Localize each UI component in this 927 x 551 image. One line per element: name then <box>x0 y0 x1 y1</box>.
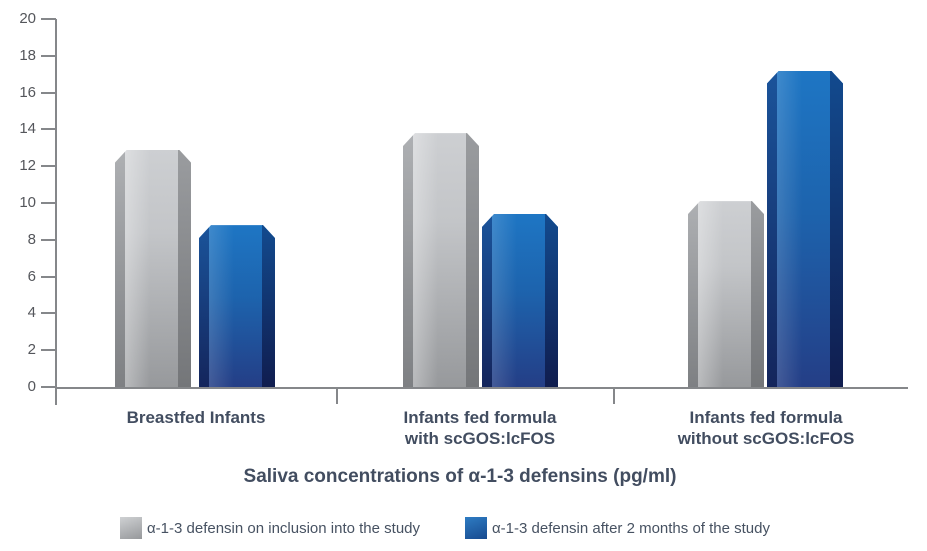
category-label-line: Infants fed formula <box>689 408 843 427</box>
x-separator-tick-2 <box>613 388 615 404</box>
category-label-line: without scGOS:lcFOS <box>677 429 855 448</box>
y-tick-4 <box>41 312 56 315</box>
y-tick-label-18: 18 <box>19 46 36 64</box>
y-tick-18 <box>41 54 56 57</box>
category-label-line: Infants fed formula <box>403 408 557 427</box>
bar-gray-group3 <box>688 201 764 387</box>
y-tick-0 <box>41 386 56 388</box>
y-tick-label-10: 10 <box>19 194 36 211</box>
y-tick-label-8: 8 <box>27 230 36 248</box>
bar-blue-group1 <box>199 225 275 387</box>
x-axis-line <box>55 387 908 389</box>
legend-label-blue: α-1-3 defensin after 2 months of the stu… <box>492 520 770 537</box>
category-label-3: Infants fed formula without scGOS:lcFOS <box>678 407 855 449</box>
bar-blue-group2 <box>482 214 558 387</box>
category-label-1: Breastfed Infants <box>127 407 266 428</box>
y-axis-line <box>55 19 57 405</box>
y-tick-20 <box>41 18 56 20</box>
y-tick-label-0: 0 <box>27 378 36 395</box>
y-tick-8 <box>41 238 56 241</box>
y-tick-label-16: 16 <box>19 83 36 101</box>
y-tick-14 <box>41 128 56 131</box>
category-label-2: Infants fed formula with scGOS:lcFOS <box>403 407 556 449</box>
category-label-line: Breastfed Infants <box>126 408 266 427</box>
y-tick-label-20: 20 <box>19 10 36 27</box>
legend-label-gray: α-1-3 defensin on inclusion into the stu… <box>147 520 421 537</box>
y-tick-label-6: 6 <box>27 267 36 285</box>
y-tick-label-12: 12 <box>19 157 36 175</box>
y-tick-12 <box>41 165 56 168</box>
category-label-line: with scGOS:lcFOS <box>404 429 556 448</box>
chart-title: Saliva concentrations of α-1-3 defensins… <box>243 466 677 487</box>
bar-gray-group1 <box>115 150 191 387</box>
x-separator-tick-1 <box>336 388 338 404</box>
bar-gray-group2 <box>403 133 479 387</box>
y-tick-label-4: 4 <box>27 304 36 322</box>
y-tick-2 <box>41 349 56 352</box>
legend-swatch-gray <box>120 517 142 539</box>
bar-blue-group3 <box>767 71 843 387</box>
y-tick-label-14: 14 <box>19 120 36 138</box>
legend-swatch-blue <box>465 517 487 539</box>
y-tick-10 <box>41 202 56 204</box>
y-tick-label-2: 2 <box>27 341 36 359</box>
y-tick-16 <box>41 91 56 94</box>
y-tick-6 <box>41 275 56 278</box>
